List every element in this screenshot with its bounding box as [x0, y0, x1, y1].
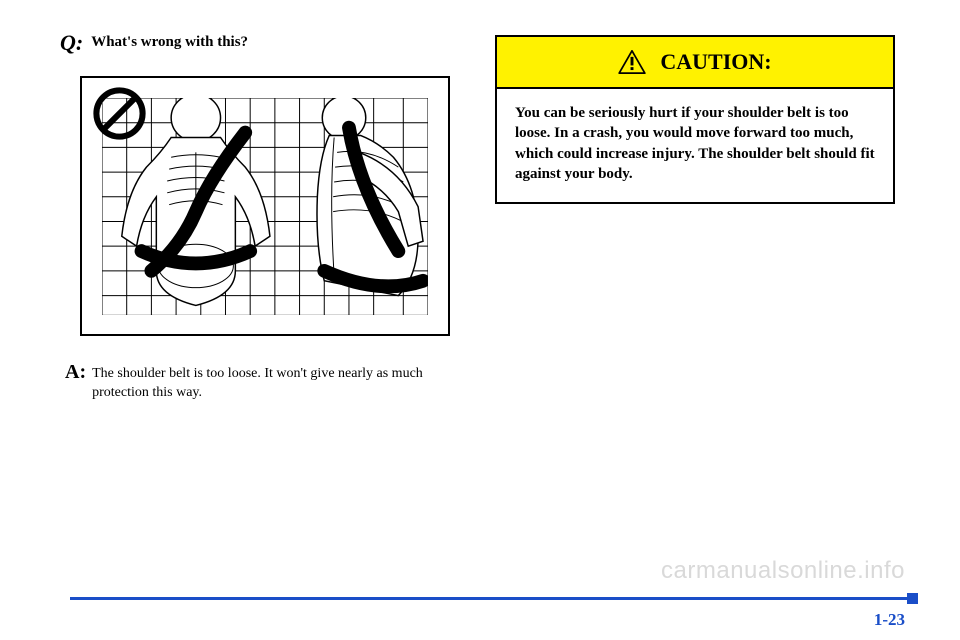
footer-rule-endcap	[907, 593, 918, 604]
caution-header: CAUTION:	[497, 37, 893, 89]
question-block: Q: What's wrong with this?	[60, 30, 465, 56]
footer-rule	[70, 597, 910, 600]
answer-label: A:	[65, 361, 86, 384]
left-column: Q: What's wrong with this?	[50, 30, 465, 403]
answer-text: The shoulder belt is too loose. It won't…	[92, 361, 432, 403]
prohibit-icon	[92, 86, 147, 141]
seatbelt-figure	[80, 76, 450, 336]
answer-block: A: The shoulder belt is too loose. It wo…	[65, 361, 465, 403]
question-label: Q:	[60, 30, 83, 56]
caution-body: You can be seriously hurt if your should…	[497, 89, 893, 202]
caution-title: CAUTION:	[660, 49, 771, 75]
two-column-layout: Q: What's wrong with this?	[50, 30, 910, 403]
watermark-text: carmanualsonline.info	[661, 557, 905, 585]
question-text: What's wrong with this?	[91, 30, 248, 51]
page-number: 1-23	[874, 610, 905, 630]
right-column: CAUTION: You can be seriously hurt if yo…	[495, 30, 910, 403]
figure-svg	[102, 98, 428, 315]
manual-page: Q: What's wrong with this?	[0, 0, 960, 640]
caution-box: CAUTION: You can be seriously hurt if yo…	[495, 35, 895, 204]
warning-triangle-icon	[618, 50, 646, 74]
